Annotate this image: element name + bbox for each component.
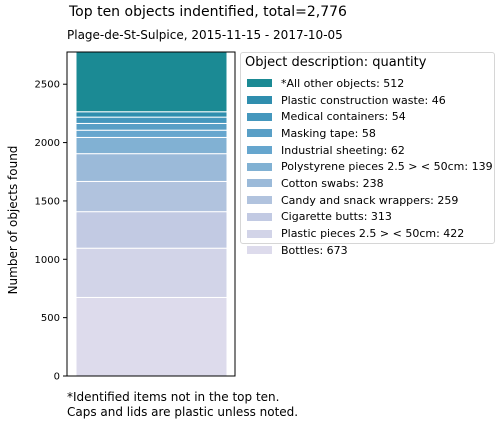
legend-label: Industrial sheeting: 62 bbox=[281, 143, 405, 157]
plot-frame bbox=[66, 51, 236, 377]
legend-label: Masking tape: 58 bbox=[281, 126, 376, 140]
legend-label: Cotton swabs: 238 bbox=[281, 176, 384, 190]
legend-item: Plastic construction waste: 46 bbox=[247, 92, 493, 109]
y-tick-label: 1500 bbox=[35, 196, 60, 207]
legend-label: Plastic construction waste: 46 bbox=[281, 93, 446, 107]
legend-swatch bbox=[247, 112, 272, 121]
legend-title: Object description: quantity bbox=[245, 55, 427, 70]
y-tick-label: 2500 bbox=[35, 80, 60, 91]
y-tick-label: 1000 bbox=[35, 255, 60, 266]
legend-item: Industrial sheeting: 62 bbox=[247, 142, 493, 159]
bar-segment bbox=[75, 180, 228, 213]
legend-item: Cigarette butts: 313 bbox=[247, 209, 493, 226]
legend-item: Plastic pieces 2.5 > < 50cm: 422 bbox=[247, 225, 493, 242]
legend-swatch bbox=[247, 79, 272, 88]
legend-swatch bbox=[247, 196, 272, 205]
y-tick-label: 500 bbox=[41, 313, 60, 324]
bar-segment bbox=[75, 129, 228, 138]
bar-segment bbox=[75, 136, 228, 155]
legend-swatch bbox=[247, 96, 272, 105]
legend-items: *All other objects: 512 Plastic construct… bbox=[247, 75, 493, 259]
y-tick-label: 0 bbox=[54, 372, 60, 383]
legend-label: Medical containers: 54 bbox=[281, 110, 406, 124]
legend-item: *All other objects: 512 bbox=[247, 75, 493, 92]
legend: Object description: quantity *All other … bbox=[240, 52, 495, 257]
y-tick-label: 2000 bbox=[35, 138, 60, 149]
footnote-line: *Identified items not in the top ten. bbox=[67, 390, 280, 404]
legend-swatch bbox=[247, 129, 272, 138]
bar-segment bbox=[75, 211, 228, 249]
bar-segment bbox=[75, 51, 228, 113]
bar-segment bbox=[75, 153, 228, 182]
legend-label: Cigarette butts: 313 bbox=[281, 210, 392, 224]
legend-item: Medical containers: 54 bbox=[247, 108, 493, 125]
legend-swatch bbox=[247, 146, 272, 155]
legend-label: Plastic pieces 2.5 > < 50cm: 422 bbox=[281, 227, 465, 241]
legend-swatch bbox=[247, 179, 272, 188]
legend-label: Polystyrene pieces 2.5 > < 50cm: 139 bbox=[281, 160, 493, 174]
chart-title: Top ten objects indentified, total=2,776 bbox=[69, 4, 347, 20]
legend-label: Bottles: 673 bbox=[281, 243, 348, 257]
legend-label: Candy and snack wrappers: 259 bbox=[281, 193, 459, 207]
legend-item: Candy and snack wrappers: 259 bbox=[247, 192, 493, 209]
bar-segment bbox=[75, 247, 228, 298]
footnote-line: Caps and lids are plastic unless noted. bbox=[67, 405, 299, 419]
stacked-bar bbox=[75, 51, 228, 377]
legend-item: Masking tape: 58 bbox=[247, 125, 493, 142]
legend-item: Polystyrene pieces 2.5 > < 50cm: 139 bbox=[247, 158, 493, 175]
bar-segment bbox=[75, 296, 228, 377]
legend-label: *All other objects: 512 bbox=[281, 76, 405, 90]
legend-item: Cotton swabs: 238 bbox=[247, 175, 493, 192]
y-axis-ticks: 0 500 1000 1500 2000 2500 bbox=[35, 80, 67, 383]
bar-segment bbox=[75, 111, 228, 118]
legend-swatch bbox=[247, 229, 272, 238]
footnote: *Identified items not in the top ten. Ca… bbox=[67, 390, 298, 420]
chart-subtitle: Plage-de-St-Sulpice, 2015-11-15 - 2017-1… bbox=[67, 28, 343, 42]
legend-swatch bbox=[247, 162, 272, 171]
legend-swatch bbox=[247, 212, 272, 221]
legend-swatch bbox=[247, 246, 272, 255]
bar-segment bbox=[75, 122, 228, 131]
bar-segment bbox=[75, 116, 228, 124]
legend-item: Bottles: 673 bbox=[247, 242, 493, 259]
